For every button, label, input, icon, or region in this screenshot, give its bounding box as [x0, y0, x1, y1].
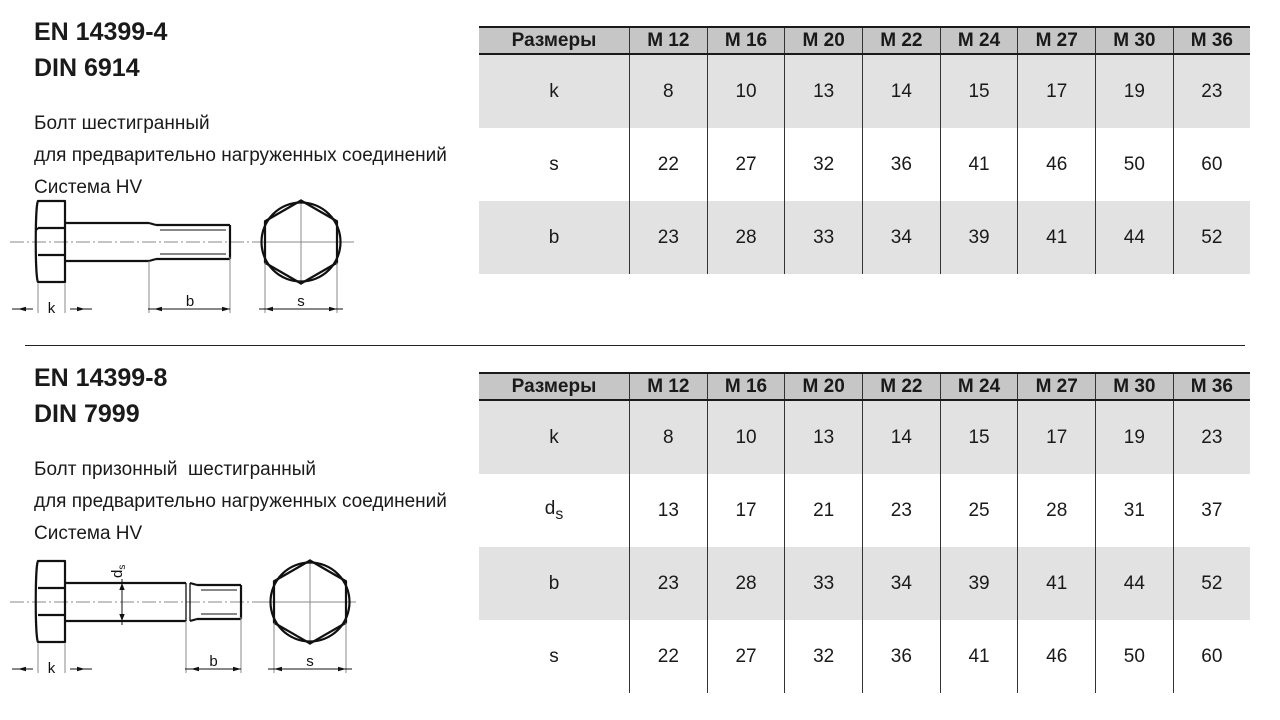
svg-text:k: k — [48, 660, 56, 677]
svg-text:b: b — [186, 293, 194, 310]
svg-text:s: s — [297, 293, 305, 310]
svg-text:b: b — [209, 653, 217, 670]
svg-text:k: k — [48, 300, 56, 317]
svg-text:s: s — [306, 653, 314, 670]
svg-text:ds: ds — [109, 565, 128, 578]
